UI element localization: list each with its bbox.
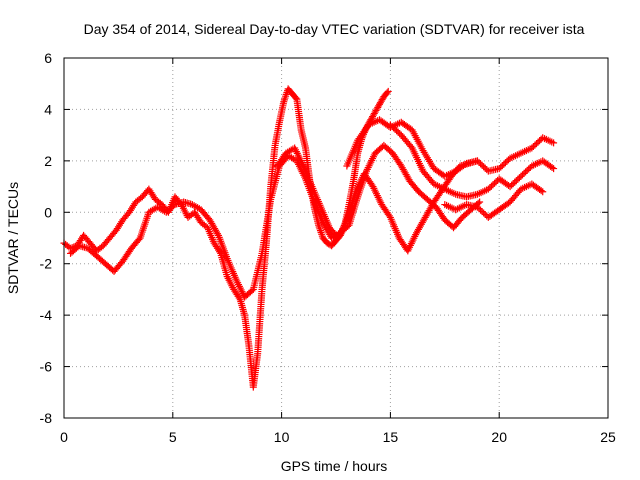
data-point (529, 143, 537, 151)
data-point (531, 141, 539, 149)
y-tick-label: 2 (44, 153, 52, 169)
data-point (292, 94, 300, 102)
data-point (393, 127, 401, 135)
data-point (520, 169, 528, 177)
series-track-f (441, 180, 547, 221)
data-point (407, 142, 415, 150)
data-marks (60, 85, 558, 391)
data-point (509, 180, 517, 188)
data-point (481, 164, 489, 172)
y-tick-label: -4 (40, 307, 53, 323)
data-point (475, 158, 483, 166)
data-point (476, 198, 484, 206)
data-point (383, 89, 391, 97)
data-point (214, 230, 222, 238)
data-point (491, 179, 499, 187)
data-point (483, 166, 491, 174)
data-point (528, 144, 536, 152)
data-point (506, 183, 514, 191)
data-point (511, 178, 519, 186)
data-point (489, 181, 497, 189)
y-tick-label: 0 (44, 204, 52, 220)
data-point (515, 174, 523, 182)
data-point (475, 205, 483, 213)
data-point (533, 140, 541, 148)
y-tick-label: 6 (44, 50, 52, 66)
x-tick-label: 20 (491, 429, 507, 445)
data-point (384, 87, 392, 95)
data-point (512, 177, 520, 185)
plot-frame (63, 57, 609, 419)
data-point (487, 182, 495, 190)
data-point (480, 209, 488, 217)
data-point (390, 124, 398, 132)
y-tick-label: -6 (40, 359, 53, 375)
data-point (484, 185, 492, 193)
data-point (514, 175, 522, 183)
data-point (473, 203, 481, 211)
data-point (537, 187, 545, 195)
data-point (481, 210, 489, 218)
axis-ticks: 0 5 10 15 20 25 -8 -6 -4 -2 0 2 4 6 (40, 50, 616, 445)
data-point (498, 162, 506, 170)
x-tick-label: 15 (383, 429, 399, 445)
data-point (550, 165, 558, 173)
data-point (480, 163, 488, 171)
data-point (486, 184, 494, 192)
data-point (495, 165, 503, 173)
data-point (478, 208, 486, 216)
series-track-d (343, 116, 558, 180)
data-point (388, 122, 396, 130)
data-point (492, 178, 500, 186)
data-point (477, 160, 485, 168)
data-point (503, 157, 511, 165)
data-point (550, 139, 558, 147)
data-point (386, 121, 394, 129)
data-point (508, 181, 516, 189)
data-point (461, 161, 469, 169)
data-point (548, 163, 556, 171)
y-axis-label: SDTVAR / TECUs (5, 182, 21, 294)
data-point (477, 206, 485, 214)
data-point (391, 125, 399, 133)
data-point (501, 159, 509, 167)
data-point (525, 165, 533, 173)
x-tick-label: 0 (60, 429, 68, 445)
data-point (478, 161, 486, 169)
y-tick-label: -8 (40, 410, 53, 426)
data-point (534, 138, 542, 146)
x-tick-label: 25 (600, 429, 616, 445)
data-point (500, 160, 508, 168)
data-point (216, 248, 224, 256)
data-point (517, 172, 525, 180)
data-point (523, 166, 531, 174)
data-point (497, 163, 505, 171)
x-tick-label: 5 (169, 429, 177, 445)
chart-title: Day 354 of 2014, Sidereal Day-to-day VTE… (84, 21, 585, 37)
x-axis-label: GPS time / hours (281, 458, 388, 474)
data-point (394, 128, 402, 136)
y-tick-label: -2 (40, 256, 53, 272)
data-point (473, 157, 481, 165)
y-tick-label: 4 (44, 101, 52, 117)
data-point (539, 188, 547, 196)
data-point (235, 294, 243, 302)
data-point (519, 171, 527, 179)
data-point (536, 137, 544, 145)
x-tick-label: 10 (274, 429, 290, 445)
data-point (522, 168, 530, 176)
series-track-e (386, 121, 558, 201)
